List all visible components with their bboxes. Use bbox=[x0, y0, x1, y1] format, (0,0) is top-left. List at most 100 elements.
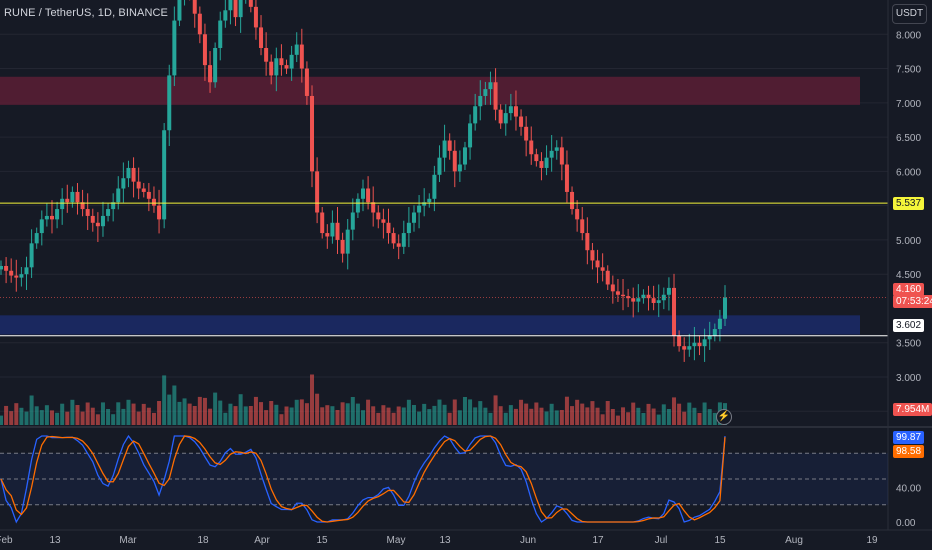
candle-body bbox=[39, 219, 44, 234]
candle-body bbox=[488, 82, 493, 90]
volume-bar bbox=[75, 405, 80, 425]
volume-bar bbox=[615, 415, 620, 425]
candle-body bbox=[80, 202, 85, 210]
volume-bar bbox=[202, 397, 207, 425]
volume-bar bbox=[304, 403, 309, 425]
current-price-label: 4.160 bbox=[893, 283, 925, 296]
candle-body bbox=[233, 0, 238, 18]
volume-bar bbox=[24, 411, 29, 425]
volume-bar bbox=[146, 407, 151, 425]
candle-body bbox=[539, 161, 544, 168]
candle-body bbox=[340, 239, 345, 254]
volume-bar bbox=[452, 399, 457, 425]
candle-body bbox=[442, 140, 447, 158]
candle-body bbox=[116, 188, 121, 203]
candle-body bbox=[457, 164, 462, 172]
volume-bar bbox=[131, 403, 136, 425]
volume-bar bbox=[299, 399, 304, 425]
volume-bar bbox=[626, 412, 631, 425]
candle-body bbox=[422, 202, 427, 206]
countdown-label: 07:53:24 bbox=[893, 295, 932, 308]
candle-body bbox=[202, 34, 207, 66]
candle-body bbox=[304, 68, 309, 96]
volume-bar bbox=[29, 395, 34, 425]
candle-body bbox=[60, 198, 65, 210]
stoch-d-label: 98.58 bbox=[893, 445, 925, 458]
volume-bar bbox=[34, 406, 39, 425]
volume-bar bbox=[549, 403, 554, 425]
volume-bar bbox=[585, 407, 590, 425]
candle-body bbox=[100, 215, 105, 227]
candle-body bbox=[248, 0, 253, 7]
price-tick-label: 3.000 bbox=[896, 373, 921, 384]
candle-body bbox=[355, 198, 360, 213]
volume-bar bbox=[631, 402, 636, 425]
candle-body bbox=[483, 89, 488, 96]
candle-body bbox=[310, 95, 315, 172]
volume-bar bbox=[656, 414, 661, 425]
volume-bar bbox=[473, 407, 478, 425]
candle-body bbox=[177, 0, 182, 21]
symbol-title[interactable]: RUNE / TetherUS, 1D, BINANCE bbox=[4, 7, 168, 19]
candle-body bbox=[330, 222, 335, 237]
currency-button[interactable]: USDT bbox=[892, 4, 927, 24]
candle-body bbox=[29, 243, 34, 268]
volume-bar bbox=[564, 396, 569, 425]
price-tick-label: 5.000 bbox=[896, 236, 921, 247]
candle-body bbox=[473, 106, 478, 124]
candle-body bbox=[70, 191, 75, 203]
candle-body bbox=[615, 291, 620, 295]
volume-bar bbox=[218, 400, 223, 425]
volume-bar bbox=[253, 396, 258, 425]
volume-bar bbox=[682, 411, 687, 425]
candle-body bbox=[529, 140, 534, 155]
candle-body bbox=[111, 202, 116, 210]
time-tick-label: Jul bbox=[655, 535, 668, 546]
volume-bar bbox=[376, 412, 381, 425]
candle-body bbox=[228, 0, 233, 11]
candle-body bbox=[371, 202, 376, 213]
candle-body bbox=[14, 275, 19, 278]
candle-body bbox=[447, 140, 452, 151]
candle-body bbox=[600, 267, 605, 271]
time-tick-label: Mar bbox=[119, 535, 137, 546]
volume-bar bbox=[677, 403, 682, 425]
candle-body bbox=[345, 229, 350, 254]
time-tick-label: 17 bbox=[592, 535, 604, 546]
price-tick-label: 6.500 bbox=[896, 133, 921, 144]
candle-body bbox=[75, 191, 80, 203]
volume-bar bbox=[167, 394, 172, 425]
volume-bar bbox=[391, 412, 396, 425]
volume-bar bbox=[223, 412, 228, 425]
time-tick-label: 18 bbox=[197, 535, 209, 546]
volume-bar bbox=[503, 412, 508, 425]
candle-body bbox=[692, 342, 697, 347]
candle-body bbox=[208, 65, 213, 83]
volume-bar bbox=[462, 397, 467, 425]
candle-body bbox=[503, 113, 508, 124]
volume-bar bbox=[126, 399, 131, 425]
candle-body bbox=[707, 335, 712, 340]
volume-bar bbox=[702, 402, 707, 425]
volume-bar bbox=[162, 375, 167, 425]
volume-bar bbox=[524, 403, 529, 425]
volume-bar bbox=[279, 414, 284, 425]
candle-body bbox=[218, 20, 223, 48]
volume-bar bbox=[493, 395, 498, 425]
volume-bar bbox=[44, 405, 49, 425]
bolt-icon[interactable]: ⚡ bbox=[716, 409, 732, 425]
candle-body bbox=[575, 209, 580, 220]
candle-body bbox=[9, 270, 14, 276]
volume-bar bbox=[498, 406, 503, 425]
volume-bar bbox=[554, 410, 559, 425]
candle-body bbox=[437, 157, 442, 175]
volume-bar bbox=[310, 374, 315, 425]
stoch-k-label: 99.87 bbox=[893, 431, 925, 444]
volume-bar bbox=[386, 407, 391, 425]
candle-body bbox=[508, 106, 513, 114]
candle-body bbox=[432, 174, 437, 199]
time-tick-label: 13 bbox=[439, 535, 451, 546]
candle-body bbox=[49, 215, 54, 220]
candle-body bbox=[289, 54, 294, 69]
